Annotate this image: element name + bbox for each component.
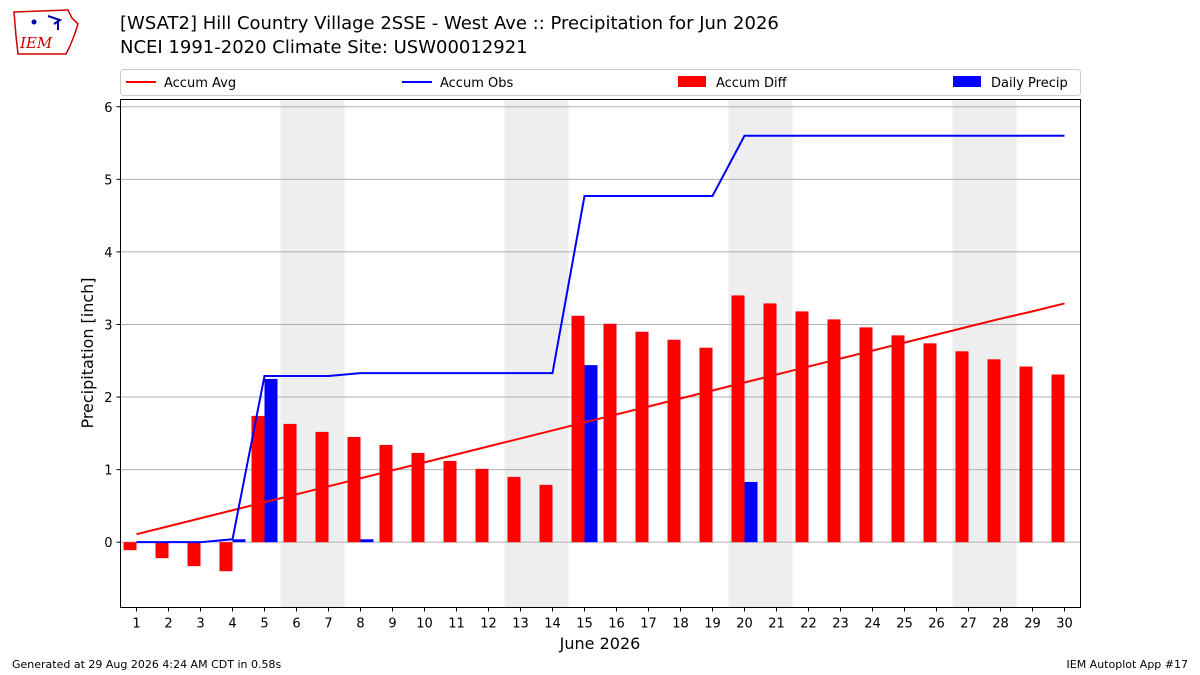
x-tick-label: 26: [928, 617, 945, 632]
x-tick-label: 3: [196, 617, 204, 632]
x-tick-label: 20: [736, 617, 753, 632]
chart-subtitle: NCEI 1991-2020 Climate Site: USW00012921: [120, 37, 528, 58]
x-tick-label: 16: [608, 617, 625, 632]
accum-diff-bar: [475, 468, 489, 543]
y-tick-label: 5: [104, 173, 112, 188]
weekend-shading: [280, 99, 1017, 608]
app-label: IEM Autoplot App #17: [1066, 658, 1189, 671]
x-tick-label: 27: [960, 617, 977, 632]
accum-diff-bar: [955, 351, 969, 543]
accum-diff-bar: [251, 415, 265, 543]
accum-diff-bar: [571, 315, 585, 543]
legend: Accum Avg Accum Obs Accum Diff Daily Pre…: [120, 69, 1081, 96]
legend-label-accum-obs: Accum Obs: [440, 76, 513, 91]
x-tick-label: 1: [132, 617, 140, 632]
x-tick-label: 7: [324, 617, 332, 632]
accum-diff-bar: [539, 484, 553, 543]
line-series: [136, 134, 1065, 544]
y-tick-label: 1: [104, 464, 112, 479]
x-tick-label: 5: [260, 617, 268, 632]
accum-diff-bar: [667, 339, 681, 543]
accum-diff-bar: [443, 460, 457, 543]
x-tick-label: 10: [416, 617, 433, 632]
x-tick-label: 15: [576, 617, 593, 632]
x-tick-label: 29: [1024, 617, 1041, 632]
accum-diff-bar: [827, 319, 841, 543]
legend-label-daily-precip: Daily Precip: [991, 76, 1068, 91]
accum-diff-bar: [731, 295, 745, 543]
accum-diff-bar: [987, 359, 1001, 543]
x-tick-label: 25: [896, 617, 913, 632]
x-tick-label: 11: [448, 617, 465, 632]
x-tick-label: 6: [292, 617, 300, 632]
accum-diff-bar: [379, 444, 393, 543]
weather-station-icon: [31, 19, 37, 25]
x-tick-label: 24: [864, 617, 881, 632]
accum-diff-bar: [283, 423, 297, 543]
generated-timestamp: Generated at 29 Aug 2026 4:24 AM CDT in …: [12, 658, 282, 671]
accum-diff-bar: [155, 542, 169, 559]
x-tick-label: 9: [388, 617, 396, 632]
y-tick-label: 6: [104, 101, 112, 116]
x-tick-label: 8: [356, 617, 364, 632]
x-tick-label: 22: [800, 617, 817, 632]
accum-diff-bar: [923, 343, 937, 543]
x-tick-label: 19: [704, 617, 721, 632]
x-tick-label: 18: [672, 617, 689, 632]
legend-label-accum-diff: Accum Diff: [716, 76, 788, 91]
y-axis-label: Precipitation [inch]: [78, 277, 97, 428]
accum-obs-line: [136, 134, 1065, 544]
x-tick-label: 23: [832, 617, 849, 632]
x-tick-label: 13: [512, 617, 529, 632]
x-tick-label: 17: [640, 617, 657, 632]
grid-lines: [120, 106, 1081, 543]
x-tick-label: 14: [544, 617, 561, 632]
plot-frame: [120, 99, 1081, 608]
chart-title: [WSAT2] Hill Country Village 2SSE - West…: [120, 13, 779, 34]
x-axis-label: June 2026: [559, 634, 641, 653]
daily-precip-bar: [232, 539, 246, 543]
accum-diff-bar: [347, 436, 361, 543]
accum-diff-bar: [507, 476, 521, 543]
iem-logo: IEM: [13, 9, 79, 55]
accum-diff-bar: [859, 327, 873, 543]
x-tick-label: 12: [480, 617, 497, 632]
accum-diff-bar: [1051, 374, 1065, 543]
accum-diff-bar: [1019, 366, 1033, 543]
accum-diff-bar: [795, 311, 809, 543]
accum-diff-bar: [763, 303, 777, 543]
y-tick-label: 0: [104, 536, 112, 551]
accum-diff-bar: [411, 452, 425, 543]
daily-precip-bar: [584, 365, 598, 543]
weather-vane-icon: [47, 15, 63, 30]
legend-swatch-accum-diff: [678, 76, 706, 87]
x-tick-label: 28: [992, 617, 1009, 632]
accum-diff-bar: [219, 542, 233, 572]
y-tick-label: 2: [104, 391, 112, 406]
x-tick-label: 30: [1056, 617, 1073, 632]
legend-swatch-daily-precip: [953, 76, 981, 87]
accum-diff-bar: [123, 542, 137, 551]
legend-frame: [120, 69, 1081, 96]
accum-avg-line: [136, 302, 1065, 536]
y-tick-label: 4: [104, 246, 112, 261]
accum-diff-bar: [635, 331, 649, 543]
x-tick-label: 2: [164, 617, 172, 632]
logo-text: IEM: [19, 34, 53, 52]
daily-precip-bar: [744, 481, 758, 543]
accum-diff-bar: [891, 335, 905, 543]
daily-precip-bar: [264, 378, 278, 543]
y-tick-label: 3: [104, 318, 112, 333]
accum-diff-bar: [699, 347, 713, 543]
accum-diff-bar: [187, 542, 201, 567]
daily-precip-bar: [360, 539, 374, 543]
accum-diff-bar: [603, 323, 617, 543]
bar-series: [123, 295, 1065, 572]
iowa-outline-shape: [13, 9, 79, 55]
x-tick-label: 4: [228, 617, 236, 632]
x-tick-label: 21: [768, 617, 785, 632]
legend-label-accum-avg: Accum Avg: [164, 76, 236, 91]
